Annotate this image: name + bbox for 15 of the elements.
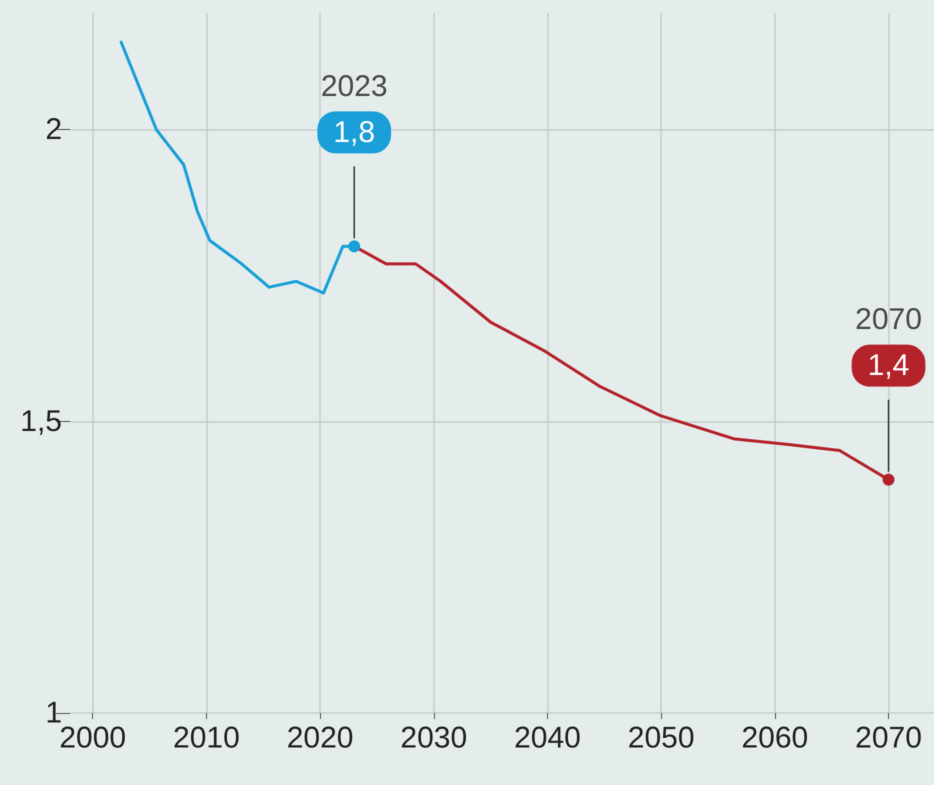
- data-label: 1,4: [868, 349, 910, 382]
- y-tick-label: 1,5: [20, 404, 62, 438]
- x-tick-label: 2000: [59, 722, 126, 754]
- data-label: 1,8: [333, 116, 376, 149]
- y-tick-label: 2: [45, 113, 62, 146]
- annotation: 2070: [855, 303, 922, 336]
- x-tick-label: 2030: [400, 722, 468, 754]
- x-tick-label: 2050: [628, 722, 695, 754]
- x-tick-label: 2040: [514, 722, 581, 754]
- x-tick-label: 2060: [741, 722, 808, 754]
- x-tick-label: 2010: [173, 722, 240, 754]
- x-tick-label: 2070: [855, 722, 922, 754]
- x-tick-label: 2020: [286, 722, 354, 754]
- y-tick-label: 1: [45, 696, 62, 730]
- annotation: 2023: [320, 70, 388, 103]
